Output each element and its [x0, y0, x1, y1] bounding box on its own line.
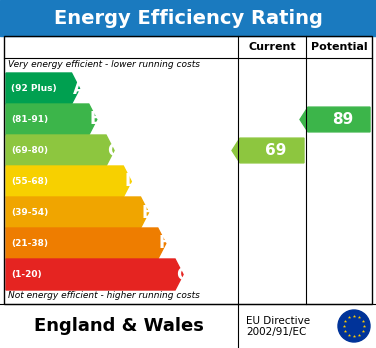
Polygon shape [6, 135, 114, 166]
Polygon shape [6, 166, 131, 197]
Text: A: A [73, 79, 85, 97]
Text: 89: 89 [332, 112, 353, 127]
Polygon shape [6, 228, 166, 259]
Text: Current: Current [248, 42, 296, 52]
Bar [0, 304, 376, 348]
Text: C: C [107, 142, 119, 159]
Text: 2002/91/EC: 2002/91/EC [246, 327, 306, 337]
Polygon shape [6, 259, 183, 290]
Bar [0, 0, 376, 36]
Text: Energy Efficiency Rating: Energy Efficiency Rating [53, 8, 323, 27]
Text: EU Directive: EU Directive [246, 316, 310, 326]
Text: B: B [90, 111, 102, 128]
Text: (92 Plus): (92 Plus) [11, 84, 57, 93]
Text: (39-54): (39-54) [11, 208, 48, 217]
Polygon shape [300, 107, 370, 132]
Text: England & Wales: England & Wales [34, 317, 204, 335]
Text: (69-80): (69-80) [11, 146, 48, 155]
Text: E: E [141, 204, 153, 221]
Text: (81-91): (81-91) [11, 115, 48, 124]
Circle shape [338, 310, 370, 342]
Polygon shape [6, 197, 149, 228]
Text: (1-20): (1-20) [11, 270, 42, 279]
Polygon shape [6, 104, 97, 135]
Text: F: F [159, 235, 170, 253]
Text: Very energy efficient - lower running costs: Very energy efficient - lower running co… [8, 60, 200, 69]
Text: (21-38): (21-38) [11, 239, 48, 248]
Text: G: G [176, 266, 190, 284]
Text: D: D [124, 173, 138, 190]
Text: Potential: Potential [311, 42, 367, 52]
Text: Not energy efficient - higher running costs: Not energy efficient - higher running co… [8, 291, 200, 300]
Text: (55-68): (55-68) [11, 177, 48, 186]
Polygon shape [6, 73, 80, 104]
Bar [4, 36, 372, 304]
Polygon shape [232, 138, 304, 163]
Text: 69: 69 [265, 143, 287, 158]
